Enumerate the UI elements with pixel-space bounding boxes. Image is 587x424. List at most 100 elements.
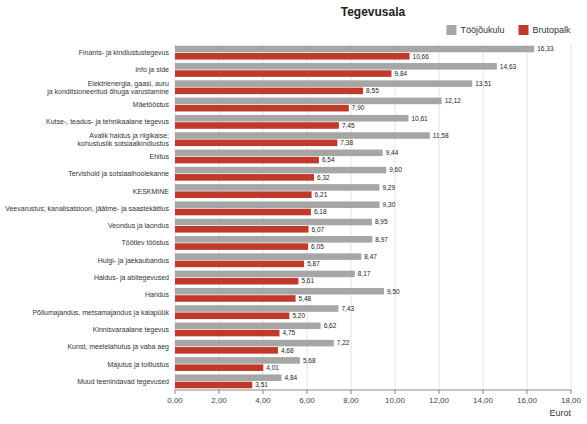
bar bbox=[175, 278, 298, 285]
data-label: 6,18 bbox=[314, 208, 327, 215]
bar bbox=[175, 261, 304, 268]
category-label-line: Põllumajandus, metsamajandus ja kalapüük bbox=[32, 309, 169, 317]
grid-line bbox=[307, 44, 308, 390]
chart: Finants- ja kindlustustegevusInfo ja sid… bbox=[0, 0, 587, 424]
data-label: 9,29 bbox=[382, 184, 395, 191]
bar bbox=[175, 295, 296, 302]
data-label: 10,61 bbox=[411, 115, 428, 122]
bar bbox=[175, 63, 497, 70]
bar bbox=[175, 330, 280, 337]
tick-mark bbox=[175, 390, 176, 394]
data-label: 13,51 bbox=[475, 80, 492, 87]
bar bbox=[175, 115, 408, 122]
bar bbox=[175, 271, 355, 278]
bar bbox=[175, 340, 334, 347]
bar bbox=[175, 226, 309, 233]
tick-label: 18,00 bbox=[561, 396, 582, 405]
data-label: 8,47 bbox=[364, 253, 377, 260]
axis-line bbox=[175, 390, 571, 391]
category-label-line: kohustuslik sotsiaalkindlustus bbox=[78, 140, 170, 147]
data-label: 9,50 bbox=[387, 288, 400, 295]
data-label: 16,33 bbox=[537, 45, 554, 52]
bar bbox=[175, 236, 372, 243]
bar bbox=[175, 209, 311, 216]
legend-label: Brutopalk bbox=[532, 25, 571, 35]
data-label: 5,68 bbox=[303, 357, 316, 364]
data-label: 8,17 bbox=[358, 270, 371, 277]
data-label: 3,51 bbox=[255, 381, 268, 388]
category-labels: Finants- ja kindlustustegevusInfo ja sid… bbox=[5, 49, 169, 386]
data-label: 14,63 bbox=[500, 63, 517, 70]
category-label: Veevarustus; kanalisatsioon, jäätme- ja … bbox=[5, 205, 169, 213]
data-label: 7,22 bbox=[337, 339, 350, 346]
legend-label: Tööjõukulu bbox=[460, 25, 504, 35]
data-label: 9,44 bbox=[386, 149, 399, 156]
category-label: Ehitus bbox=[150, 153, 170, 160]
bar bbox=[175, 382, 252, 389]
category-label: KESKMINE bbox=[133, 188, 170, 195]
bar bbox=[175, 167, 386, 174]
bar bbox=[175, 253, 361, 260]
category-label: Muud teenindavad tegevused bbox=[77, 378, 169, 386]
data-label: 6,21 bbox=[315, 191, 328, 198]
tick-label: 2,00 bbox=[211, 396, 227, 405]
category-label-line: Mäetööstus bbox=[133, 101, 170, 108]
category-label-line: Tervishold ja sotsiaalhoolekanne bbox=[68, 170, 169, 178]
bar bbox=[175, 53, 410, 60]
bar bbox=[175, 157, 319, 164]
category-label-line: Muud teenindavad tegevused bbox=[77, 378, 169, 386]
grid bbox=[175, 44, 571, 390]
data-label: 5,61 bbox=[301, 277, 314, 284]
category-label: Haridus bbox=[145, 291, 170, 298]
tick-mark bbox=[263, 390, 264, 394]
tick-label: 14,00 bbox=[473, 396, 494, 405]
category-label: Kutse-, teadus- ja tehnikaalane tegevus bbox=[46, 118, 169, 126]
data-label: 4,75 bbox=[283, 329, 296, 336]
title: Tegevusala bbox=[341, 5, 406, 19]
legend-swatch bbox=[518, 25, 528, 35]
category-label-line: Töötlev tööstus bbox=[122, 239, 170, 246]
data-label: 9,84 bbox=[394, 70, 407, 77]
bar bbox=[175, 243, 308, 250]
data-label: 7,38 bbox=[340, 139, 353, 146]
data-label: 5,20 bbox=[292, 312, 305, 319]
category-label-line: Kutse-, teadus- ja tehnikaalane tegevus bbox=[46, 118, 169, 126]
x-axis-label: Eurot bbox=[549, 408, 571, 418]
category-label-line: Finants- ja kindlustustegevus bbox=[79, 49, 170, 57]
bar bbox=[175, 70, 391, 77]
category-label-line: KESKMINE bbox=[133, 188, 170, 195]
grid-line bbox=[395, 44, 396, 390]
grid-line bbox=[175, 44, 176, 390]
bar bbox=[175, 323, 321, 330]
category-label-line: Ehitus bbox=[150, 153, 170, 160]
category-label: Majutus ja toitlustus bbox=[108, 361, 170, 369]
grid-line bbox=[483, 44, 484, 390]
bars bbox=[175, 46, 534, 389]
grid-line bbox=[527, 44, 528, 390]
category-label-line: Veevarustus; kanalisatsioon, jäätme- ja … bbox=[5, 205, 169, 213]
category-label-line: Majutus ja toitlustus bbox=[108, 361, 170, 369]
bar bbox=[175, 139, 337, 146]
grid-line bbox=[263, 44, 264, 390]
tick-label: 16,00 bbox=[517, 396, 538, 405]
bar bbox=[175, 201, 380, 208]
data-label: 11,58 bbox=[433, 132, 449, 139]
data-label: 5,48 bbox=[299, 295, 312, 302]
bar bbox=[175, 150, 383, 157]
category-label-line: Veondus ja laondus bbox=[108, 222, 170, 230]
category-label: Kunst, meelelahutus ja vaba aeg bbox=[67, 343, 169, 351]
data-label: 5,87 bbox=[307, 260, 320, 267]
grid-line bbox=[439, 44, 440, 390]
category-label-line: Kunst, meelelahutus ja vaba aeg bbox=[67, 343, 169, 351]
bar bbox=[175, 174, 314, 181]
bar bbox=[175, 305, 338, 312]
data-label: 6,62 bbox=[324, 322, 337, 329]
tick-label: 0,00 bbox=[167, 396, 183, 405]
tick-label: 4,00 bbox=[255, 396, 271, 405]
bar bbox=[175, 132, 430, 139]
data-label: 12,12 bbox=[445, 97, 462, 104]
data-label: 8,95 bbox=[375, 218, 388, 225]
tick-mark bbox=[351, 390, 352, 394]
grid-line bbox=[219, 44, 220, 390]
bar bbox=[175, 374, 281, 381]
